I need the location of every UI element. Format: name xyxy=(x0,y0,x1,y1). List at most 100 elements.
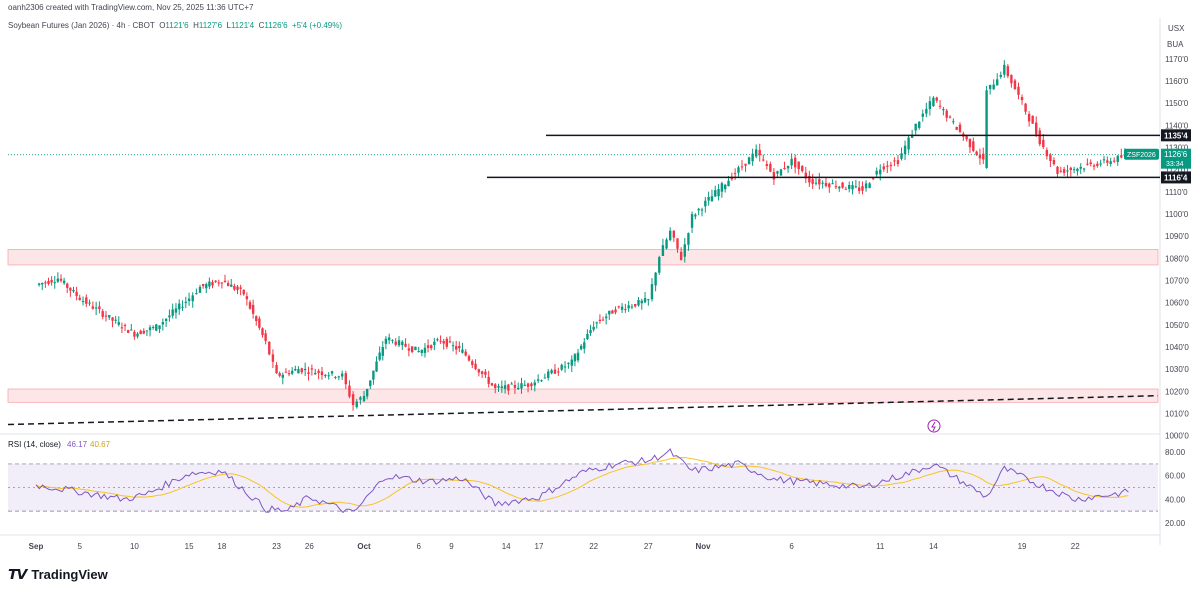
time-tick-label: 23 xyxy=(272,542,281,551)
tradingview-logo[interactable]: 𝙏𝙑 TradingView xyxy=(8,566,108,583)
candle-body xyxy=(56,278,60,282)
candle-body xyxy=(66,283,69,288)
candle-body xyxy=(320,371,324,376)
candle-body xyxy=(1089,162,1092,164)
candle-body xyxy=(896,160,900,165)
price-tick-label: 1050'0 xyxy=(1165,321,1189,330)
candle-body xyxy=(697,208,700,211)
level-price-tag xyxy=(1161,129,1191,142)
candle-body xyxy=(608,310,611,315)
candle-body xyxy=(281,374,285,378)
candle-body xyxy=(747,157,751,165)
candle-body xyxy=(1003,64,1006,75)
candle-body xyxy=(94,307,98,309)
candle-body xyxy=(136,333,139,337)
candle-body xyxy=(576,352,580,361)
candle-body xyxy=(417,350,420,352)
candle-body xyxy=(1024,103,1027,112)
candle-body xyxy=(907,137,910,150)
price-tick-label: 1090'0 xyxy=(1165,232,1189,241)
candle-body xyxy=(1096,163,1099,167)
candle-body xyxy=(821,182,824,184)
candle-body xyxy=(471,361,474,365)
price-tick-label: 1030'0 xyxy=(1165,365,1189,374)
candle-body xyxy=(78,297,81,301)
rsi-title: RSI (14, close) xyxy=(8,440,61,449)
current-price-label: 1126'6 xyxy=(1164,150,1188,159)
candle-body xyxy=(661,245,665,256)
candle-body xyxy=(1049,154,1052,161)
candle-body xyxy=(643,298,647,303)
price-tick-label: 1110'0 xyxy=(1165,188,1188,197)
candle-body xyxy=(72,289,75,292)
price-tick-label: 1070'0 xyxy=(1165,276,1189,285)
rsi-ma-value: 40.67 xyxy=(90,440,111,449)
candle-body xyxy=(985,90,988,169)
candle-body xyxy=(864,183,868,189)
price-tick-label: 1080'0 xyxy=(1165,254,1189,263)
time-tick-label: 14 xyxy=(502,542,511,551)
candle-body xyxy=(474,363,477,370)
candle-body xyxy=(208,281,211,287)
candle-body xyxy=(62,280,66,284)
candle-body xyxy=(1056,166,1059,174)
candle-body xyxy=(264,333,267,341)
candle-body xyxy=(423,347,427,353)
candle-body xyxy=(375,361,378,372)
symbol-legend[interactable]: Soybean Futures (Jan 2026) · 4h · CBOT O… xyxy=(8,21,342,30)
candle-body xyxy=(510,383,513,385)
candle-body xyxy=(844,188,848,190)
candle-body xyxy=(586,333,589,340)
open-value: 1121'6 xyxy=(165,21,189,30)
time-tick-label: 22 xyxy=(1071,542,1080,551)
candle-body xyxy=(988,84,992,89)
candle-body xyxy=(828,183,831,188)
high-label: H xyxy=(193,21,199,30)
close-value: 1126'6 xyxy=(264,21,288,30)
time-tick-label: Sep xyxy=(29,542,44,551)
candle-body xyxy=(1010,74,1013,84)
candle-body xyxy=(886,165,889,167)
candle-body xyxy=(430,345,433,349)
candle-body xyxy=(324,374,327,376)
candle-body xyxy=(611,310,614,314)
candle-body xyxy=(384,338,388,344)
candle-body xyxy=(914,123,917,131)
candle-body xyxy=(314,372,317,375)
candle-body xyxy=(59,278,63,281)
candle-body xyxy=(290,370,294,374)
candle-body xyxy=(786,165,790,169)
candle-body xyxy=(1006,66,1010,77)
candle-body xyxy=(477,369,481,373)
candle-body xyxy=(158,325,161,330)
candle-body xyxy=(650,284,654,300)
level-price-label: 1135'4 xyxy=(1164,131,1188,140)
price-tick-label: 1130'0 xyxy=(1165,144,1189,153)
candle-body xyxy=(811,179,814,184)
price-tick-label: 1150'0 xyxy=(1165,99,1189,108)
candle-body xyxy=(303,368,307,371)
time-tick-label: 6 xyxy=(789,542,794,551)
price-tick-label: 1010'0 xyxy=(1165,409,1189,418)
candle-body xyxy=(248,302,252,309)
candle-body xyxy=(1035,122,1038,135)
candle-body xyxy=(1059,170,1063,172)
candle-body xyxy=(164,318,168,322)
candle-body xyxy=(1045,149,1049,157)
candle-body xyxy=(75,291,78,296)
candle-body xyxy=(683,244,686,257)
candle-body xyxy=(378,352,381,360)
supply-demand-zone-1 xyxy=(7,388,1159,403)
candle-body xyxy=(258,318,261,328)
rsi-tick-label: 60.00 xyxy=(1165,472,1186,481)
candle-body xyxy=(958,124,962,132)
candle-body xyxy=(592,326,595,330)
candle-body xyxy=(201,284,205,287)
candle-body xyxy=(579,345,583,350)
candle-body xyxy=(520,383,523,389)
candle-body xyxy=(1099,163,1102,165)
candle-body xyxy=(145,330,149,332)
candle-body xyxy=(451,345,455,347)
candle-body xyxy=(448,341,452,343)
